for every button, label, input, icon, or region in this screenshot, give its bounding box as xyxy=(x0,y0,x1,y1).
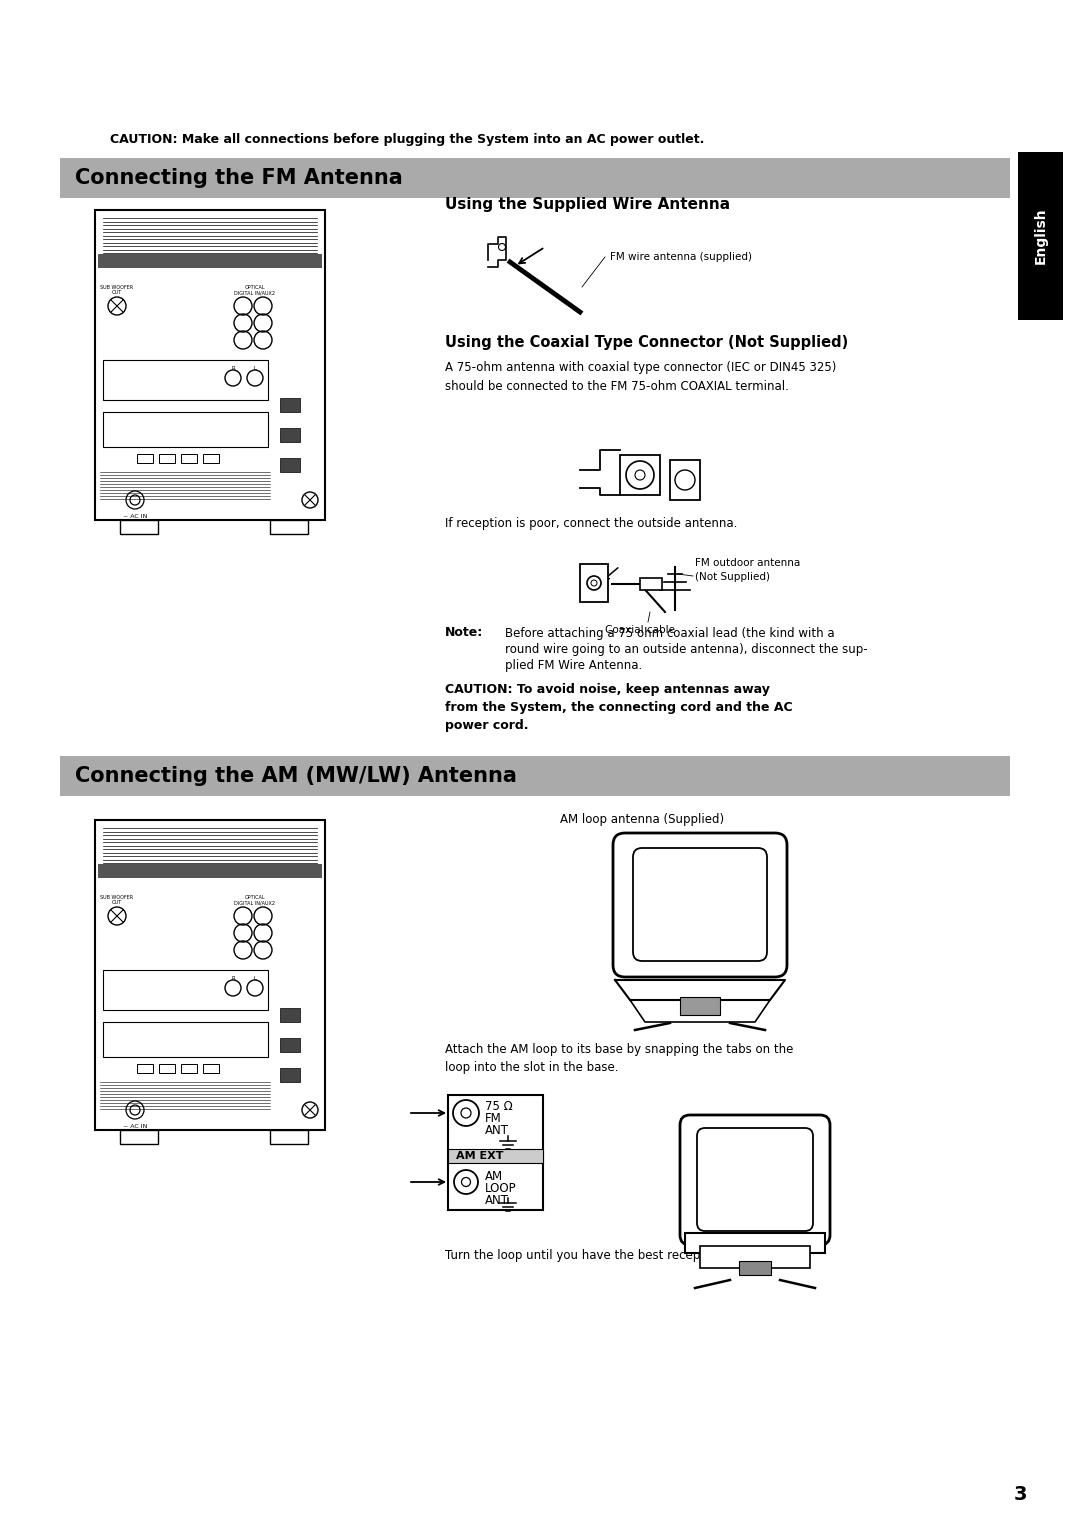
Bar xyxy=(280,428,300,442)
Text: R: R xyxy=(231,365,234,370)
Text: Note:: Note: xyxy=(445,626,483,640)
Text: Connecting the AM (MW/LW) Antenna: Connecting the AM (MW/LW) Antenna xyxy=(75,766,517,785)
Text: FM outdoor antenna
(Not Supplied): FM outdoor antenna (Not Supplied) xyxy=(696,558,800,582)
Text: 75 Ω: 75 Ω xyxy=(485,1100,513,1114)
Bar xyxy=(685,1233,825,1253)
Bar xyxy=(739,1261,771,1274)
Text: English: English xyxy=(1034,208,1048,264)
Bar xyxy=(120,520,158,533)
Circle shape xyxy=(461,1108,471,1118)
Text: R: R xyxy=(231,975,234,981)
Text: AM: AM xyxy=(485,1169,503,1183)
FancyBboxPatch shape xyxy=(710,1140,800,1219)
Bar xyxy=(580,564,608,602)
Text: 3: 3 xyxy=(1013,1485,1027,1505)
Text: OPTICAL
DIGITAL IN/AUX2: OPTICAL DIGITAL IN/AUX2 xyxy=(234,894,275,906)
Text: round wire going to an outside antenna), disconnect the sup-: round wire going to an outside antenna),… xyxy=(505,642,867,656)
FancyBboxPatch shape xyxy=(680,1115,831,1245)
Text: should be connected to the FM 75-ohm COAXIAL terminal.: should be connected to the FM 75-ohm COA… xyxy=(445,379,788,393)
Text: plied FM Wire Antenna.: plied FM Wire Antenna. xyxy=(505,659,643,671)
Bar xyxy=(640,578,662,590)
Text: ANT: ANT xyxy=(485,1193,509,1207)
Bar xyxy=(60,756,1010,796)
Text: Before attaching a 75 ohm coaxial lead (the kind with a: Before attaching a 75 ohm coaxial lead (… xyxy=(505,626,835,640)
Text: If reception is poor, connect the outside antenna.: If reception is poor, connect the outsid… xyxy=(445,518,738,530)
Text: ~ AC IN: ~ AC IN xyxy=(123,1125,147,1129)
Text: FM wire antenna (supplied): FM wire antenna (supplied) xyxy=(610,252,752,261)
Text: AM loop antenna (Supplied): AM loop antenna (Supplied) xyxy=(561,813,724,827)
Text: Turn the loop until you have the best reception.: Turn the loop until you have the best re… xyxy=(445,1248,727,1262)
Bar xyxy=(700,1245,810,1268)
Text: LOOP: LOOP xyxy=(485,1181,516,1195)
Bar xyxy=(60,157,1010,199)
Bar xyxy=(620,455,660,495)
Bar xyxy=(103,970,268,1010)
Bar xyxy=(103,1022,268,1057)
Bar xyxy=(181,1063,197,1073)
FancyBboxPatch shape xyxy=(633,848,767,961)
Bar xyxy=(448,1149,543,1163)
FancyBboxPatch shape xyxy=(697,1128,813,1232)
Bar xyxy=(159,454,175,463)
FancyBboxPatch shape xyxy=(613,833,787,976)
Text: A 75-ohm antenna with coaxial type connector (IEC or DIN45 325): A 75-ohm antenna with coaxial type conne… xyxy=(445,362,836,374)
Polygon shape xyxy=(615,979,785,999)
Bar xyxy=(448,1096,543,1210)
Bar xyxy=(280,458,300,472)
Polygon shape xyxy=(630,999,770,1022)
Text: OPTICAL
DIGITAL IN/AUX2: OPTICAL DIGITAL IN/AUX2 xyxy=(234,284,275,295)
Bar xyxy=(98,254,322,267)
Bar xyxy=(670,460,700,500)
Bar xyxy=(103,361,268,400)
Bar xyxy=(680,996,720,1015)
Bar xyxy=(137,1063,153,1073)
Bar xyxy=(98,863,322,879)
Text: L: L xyxy=(254,975,257,981)
Bar xyxy=(270,520,308,533)
Bar xyxy=(95,209,325,520)
Bar xyxy=(120,1131,158,1144)
Bar xyxy=(203,1063,219,1073)
Text: CAUTION: To avoid noise, keep antennas away: CAUTION: To avoid noise, keep antennas a… xyxy=(445,683,770,697)
Bar xyxy=(280,1038,300,1051)
Text: CAUTION: Make all connections before plugging the System into an AC power outlet: CAUTION: Make all connections before plu… xyxy=(110,133,704,147)
Text: Using the Coaxial Type Connector (Not Supplied): Using the Coaxial Type Connector (Not Su… xyxy=(445,335,848,350)
Text: SUB WOOFER
OUT: SUB WOOFER OUT xyxy=(100,284,134,295)
Circle shape xyxy=(461,1178,471,1187)
Text: SUB WOOFER
OUT: SUB WOOFER OUT xyxy=(100,894,134,906)
Text: Connecting the FM Antenna: Connecting the FM Antenna xyxy=(75,168,403,188)
Text: ANT: ANT xyxy=(485,1125,509,1137)
Bar xyxy=(103,413,268,448)
Bar xyxy=(203,454,219,463)
Bar xyxy=(280,1008,300,1022)
Bar xyxy=(95,821,325,1131)
Text: from the System, the connecting cord and the AC: from the System, the connecting cord and… xyxy=(445,701,793,715)
Bar xyxy=(1018,151,1063,319)
Bar xyxy=(137,454,153,463)
Text: power cord.: power cord. xyxy=(445,720,528,732)
Text: ~ AC IN: ~ AC IN xyxy=(123,515,147,520)
Bar xyxy=(280,1068,300,1082)
Bar xyxy=(270,1131,308,1144)
Text: loop into the slot in the base.: loop into the slot in the base. xyxy=(445,1062,619,1074)
Text: AM EXT: AM EXT xyxy=(456,1151,503,1161)
Text: FM: FM xyxy=(485,1112,502,1126)
Text: Attach the AM loop to its base by snapping the tabs on the: Attach the AM loop to its base by snappi… xyxy=(445,1044,794,1056)
Bar xyxy=(181,454,197,463)
Bar xyxy=(159,1063,175,1073)
Text: L: L xyxy=(254,365,257,370)
Text: Coaxial cable: Coaxial cable xyxy=(605,625,675,636)
FancyBboxPatch shape xyxy=(645,859,755,949)
Text: Using the Supplied Wire Antenna: Using the Supplied Wire Antenna xyxy=(445,197,730,212)
Bar xyxy=(280,397,300,413)
